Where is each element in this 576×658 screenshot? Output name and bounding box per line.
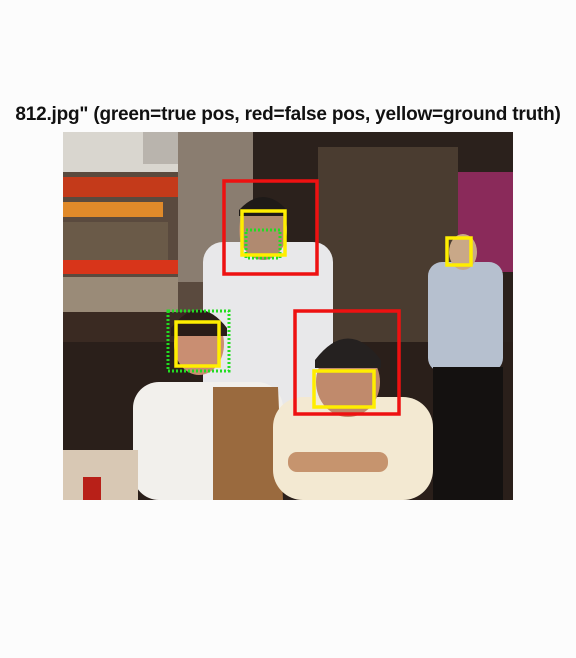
photo-canvas [63,132,513,500]
older-man-arms [288,452,388,472]
woman-jacket [213,387,283,500]
waiter-pants [433,367,503,500]
detection-photo [63,132,513,500]
figure-title: 812.jpg" (green=true pos, red=false pos,… [15,104,560,126]
led-ticker-2 [63,202,163,217]
waiter-shirt [428,262,503,372]
led-ticker-3 [63,260,178,274]
trump-sign [143,132,178,164]
ketchup-bottle [83,477,101,500]
shop-window [63,222,168,262]
led-ticker-1 [63,177,178,197]
storefront [63,277,178,312]
